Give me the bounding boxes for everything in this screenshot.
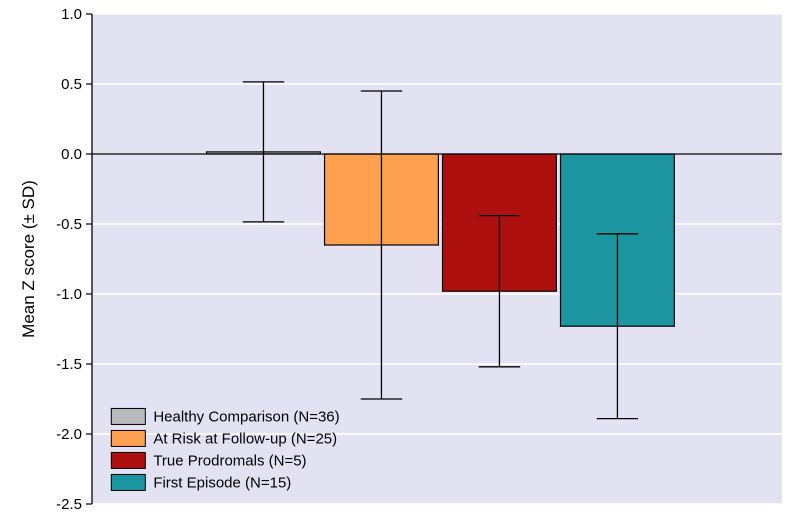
legend-swatch xyxy=(111,430,145,446)
legend-swatch xyxy=(111,408,145,424)
y-axis-title: Mean Z score (± SD) xyxy=(19,180,38,338)
legend-swatch xyxy=(111,452,145,468)
legend-label: True Prodromals (N=5) xyxy=(153,452,306,469)
chart-svg: -2.5 -2.0 -1.5 -1.0 -0.5 0.0 0.5 1.0 Mean Z scor… xyxy=(0,0,800,524)
ytick-label: -2.5 xyxy=(56,496,82,513)
ytick-label: -0.5 xyxy=(56,216,82,233)
legend-swatch xyxy=(111,474,145,490)
ytick-label: -1.0 xyxy=(56,286,82,303)
ytick-label: 0.5 xyxy=(61,76,82,93)
ytick-label: 0.0 xyxy=(61,146,82,163)
legend-label: At Risk at Follow-up (N=25) xyxy=(153,430,337,447)
ytick-label: -1.5 xyxy=(56,356,82,373)
legend-label: First Episode (N=15) xyxy=(153,474,291,491)
ytick-label: 1.0 xyxy=(61,6,82,23)
legend-label: Healthy Comparison (N=36) xyxy=(153,408,339,425)
ytick-label: -2.0 xyxy=(56,426,82,443)
bar-chart: -2.5 -2.0 -1.5 -1.0 -0.5 0.0 0.5 1.0 Mean Z scor… xyxy=(0,0,800,524)
